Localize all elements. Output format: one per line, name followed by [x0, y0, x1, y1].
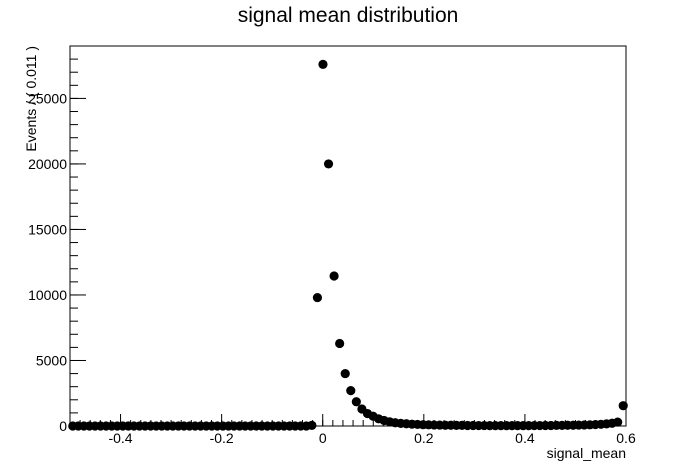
x-axis-label: signal_mean [547, 445, 626, 461]
x-tick-label: 0.4 [515, 430, 535, 446]
data-point [613, 417, 623, 427]
data-point [335, 338, 345, 349]
data-point [351, 397, 361, 407]
y-tick-label: 10000 [28, 287, 67, 303]
y-tick-label: 5000 [36, 352, 67, 368]
y-tick-label: 0 [59, 418, 67, 434]
data-point [323, 159, 334, 169]
y-tick-label: 25000 [28, 90, 67, 106]
x-tick-label: 0.2 [414, 430, 434, 446]
y-axis-label: Events / ( 0.011 ) [23, 46, 39, 152]
data-point [312, 292, 323, 303]
x-tick-label: 0.6 [616, 430, 636, 446]
data-point [618, 401, 628, 411]
data-point [340, 368, 350, 379]
data-point [307, 420, 317, 430]
x-tick-label: -0.2 [210, 430, 234, 446]
plot-frame [69, 45, 627, 427]
x-tick-label: 0 [319, 430, 327, 446]
data-point [318, 59, 328, 69]
data-point [329, 271, 339, 281]
y-tick-label: 20000 [28, 156, 67, 172]
y-tick-label: 15000 [28, 221, 67, 237]
chart-title: signal mean distribution [238, 4, 459, 27]
data-point [346, 386, 356, 396]
x-tick-label: -0.4 [108, 430, 132, 446]
